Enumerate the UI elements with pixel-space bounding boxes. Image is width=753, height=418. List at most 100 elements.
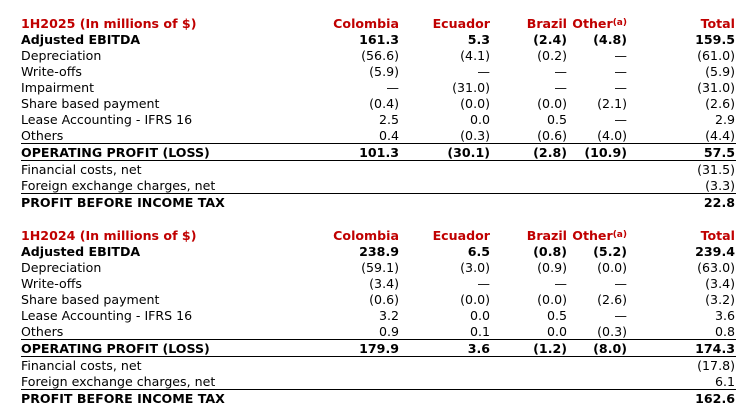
- column-header-brazil: Brazil: [526, 227, 567, 243]
- cell-other-empty: [567, 389, 647, 406]
- profit-before-tax-row: PROFIT BEFORE INCOME TAX 22.8: [21, 193, 736, 210]
- cell-other-empty: [567, 161, 647, 178]
- cell-total: 22.8: [647, 193, 736, 210]
- fx-row: Foreign exchange charges, net (3.3): [21, 177, 736, 194]
- cell-colombia: (0.4): [369, 95, 399, 111]
- column-header-ecuador: Ecuador: [432, 227, 490, 243]
- cell-brazil: 0.5: [546, 307, 567, 323]
- row-label: Adjusted EBITDA: [21, 243, 141, 259]
- cell-ecuador: 5.3: [467, 31, 490, 47]
- row-label: Financial costs, net: [21, 161, 142, 177]
- cell-brazil-empty: [506, 373, 567, 390]
- cell-other-empty: [567, 357, 647, 374]
- cell-total: (31.5): [697, 161, 735, 177]
- cell-colombia: (3.4): [369, 275, 399, 291]
- table-row: Lease Accounting - IFRS 16 3.2 0.0 0.5 — 3.6: [21, 307, 736, 323]
- cell-colombia: 238.9: [359, 243, 399, 259]
- cell-total: (4.4): [705, 127, 735, 143]
- column-header-total: Total: [700, 227, 735, 243]
- row-label: Foreign exchange charges, net: [21, 373, 216, 389]
- cell-ecuador: (4.1): [460, 47, 490, 63]
- cell-ecuador: (0.0): [460, 291, 490, 307]
- cell-ecuador: 0.1: [469, 323, 490, 339]
- header-row: 1H2024 (In millions of $) Colombia Ecuador…: [21, 227, 736, 243]
- cell-ecuador: (30.1): [411, 143, 506, 161]
- cell-ecuador-empty: [411, 373, 506, 390]
- cell-other: (4.8): [593, 31, 627, 47]
- cell-ecuador-empty: [411, 161, 506, 178]
- cell-colombia: 0.4: [378, 127, 399, 143]
- cell-brazil: (0.0): [537, 291, 567, 307]
- column-header-total: Total: [700, 15, 735, 31]
- row-label: Lease Accounting - IFRS 16: [21, 307, 193, 323]
- cell-ecuador: (31.0): [452, 79, 490, 95]
- cell-brazil: (2.8): [506, 143, 567, 161]
- cell-total: 3.6: [714, 307, 735, 323]
- table-row: Others 0.9 0.1 0.0 (0.3) 0.8: [21, 323, 736, 340]
- cell-total: (61.0): [697, 47, 735, 63]
- cell-other-empty: [567, 177, 647, 194]
- column-header-colombia: Colombia: [333, 227, 399, 243]
- row-label: PROFIT BEFORE INCOME TAX: [21, 193, 331, 210]
- table-row: Others 0.4 (0.3) (0.6) (4.0) (4.4): [21, 127, 736, 144]
- income-table-1h2024: 1H2024 (In millions of $) Colombia Ecuador…: [21, 227, 736, 406]
- cell-other: (0.3): [597, 323, 627, 339]
- cell-other: —: [614, 79, 627, 95]
- cell-colombia: (56.6): [361, 47, 399, 63]
- row-label: Lease Accounting - IFRS 16: [21, 111, 193, 127]
- cell-ecuador-empty: [411, 357, 506, 374]
- cell-ecuador-empty: [411, 193, 506, 210]
- financial-row: Financial costs, net (31.5): [21, 161, 736, 178]
- cell-brazil: 0.0: [546, 323, 567, 339]
- row-label: Others: [21, 127, 64, 143]
- operating-profit-row: OPERATING PROFIT (LOSS) 179.9 3.6 (1.2) (8.0…: [21, 339, 736, 357]
- cell-other: —: [614, 307, 627, 323]
- cell-colombia-empty: [331, 161, 411, 178]
- section-title: 1H2024 (In millions of $): [21, 227, 197, 243]
- cell-brazil: (0.9): [537, 259, 567, 275]
- cell-total: 57.5: [647, 143, 736, 161]
- fx-row: Foreign exchange charges, net 6.1: [21, 373, 736, 390]
- cell-colombia-empty: [331, 389, 411, 406]
- cell-total: (17.8): [697, 357, 735, 373]
- cell-total: 0.8: [714, 323, 735, 339]
- row-label: OPERATING PROFIT (LOSS): [21, 339, 331, 357]
- cell-other: (2.1): [597, 95, 627, 111]
- cell-ecuador: 0.0: [469, 307, 490, 323]
- cell-brazil: 0.5: [546, 111, 567, 127]
- cell-brazil: —: [554, 79, 567, 95]
- column-header-other-label: Other: [572, 15, 613, 31]
- table-row: Write-offs (3.4) — — — (3.4): [21, 275, 736, 291]
- cell-brazil: —: [554, 275, 567, 291]
- cell-other: (10.9): [567, 143, 647, 161]
- cell-brazil-empty: [506, 357, 567, 374]
- cell-total: (63.0): [697, 259, 735, 275]
- row-label: Share based payment: [21, 95, 160, 111]
- row-label: Foreign exchange charges, net: [21, 177, 216, 193]
- cell-ecuador: 0.0: [469, 111, 490, 127]
- row-label: Share based payment: [21, 291, 160, 307]
- cell-total: (3.3): [705, 177, 735, 193]
- cell-other: (5.2): [593, 243, 627, 259]
- cell-brazil-empty: [506, 389, 567, 406]
- row-label: PROFIT BEFORE INCOME TAX: [21, 389, 331, 406]
- cell-total: (5.9): [705, 63, 735, 79]
- row-label: Others: [21, 323, 64, 339]
- cell-brazil: (1.2): [506, 339, 567, 357]
- table-row: Adjusted EBITDA 161.3 5.3 (2.4) (4.8) 159.5: [21, 31, 736, 47]
- cell-colombia: 161.3: [359, 31, 399, 47]
- table-row: Adjusted EBITDA 238.9 6.5 (0.8) (5.2) 239.4: [21, 243, 736, 259]
- financial-row: Financial costs, net (17.8): [21, 357, 736, 374]
- cell-ecuador: —: [477, 63, 490, 79]
- table-row: Depreciation (56.6) (4.1) (0.2) — (61.0): [21, 47, 736, 63]
- cell-total: (31.0): [697, 79, 735, 95]
- cell-total: 239.4: [695, 243, 735, 259]
- section-title: 1H2025 (In millions of $): [21, 15, 197, 31]
- cell-brazil-empty: [506, 177, 567, 194]
- column-header-other: Other(a): [567, 15, 647, 31]
- cell-brazil-empty: [506, 161, 567, 178]
- row-label: Adjusted EBITDA: [21, 31, 141, 47]
- cell-brazil: (0.2): [537, 47, 567, 63]
- cell-total: 162.6: [647, 389, 736, 406]
